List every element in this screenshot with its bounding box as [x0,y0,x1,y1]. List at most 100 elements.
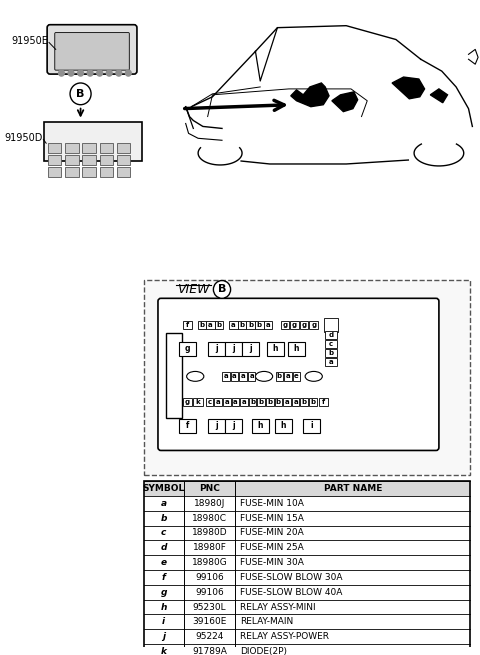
Text: PART NAME: PART NAME [324,484,382,493]
Text: j: j [232,345,235,353]
Bar [100,167,113,177]
Text: a: a [224,373,228,379]
Text: b: b [277,373,282,379]
Bar [83,167,96,177]
Bar [166,333,182,418]
Text: h: h [280,421,286,430]
Text: DIODE(2P): DIODE(2P) [240,647,287,655]
Text: PNC: PNC [199,484,220,493]
Bar [230,372,238,381]
Text: a: a [225,399,229,405]
Bar [48,167,61,177]
Bar [223,398,230,407]
Bar [290,320,299,329]
Circle shape [97,70,103,76]
Text: e: e [161,558,167,567]
Bar [198,320,206,329]
Circle shape [125,70,131,76]
Bar [206,398,214,407]
Text: VIEW: VIEW [177,283,210,296]
Text: b: b [301,399,307,405]
Bar [183,398,192,407]
Bar [144,585,470,599]
Text: j: j [215,345,217,353]
Text: b: b [259,399,264,405]
Circle shape [214,280,230,298]
Circle shape [78,70,84,76]
Bar [215,320,223,329]
Polygon shape [430,89,447,103]
Text: b: b [160,514,167,523]
Text: b: b [216,322,222,328]
Text: a: a [231,322,236,328]
Bar [144,644,470,655]
Bar [225,342,242,356]
Bar [276,372,283,381]
Text: FUSE-MIN 10A: FUSE-MIN 10A [240,499,304,508]
Bar [144,540,470,555]
Text: RELAY ASSY-MINI: RELAY ASSY-MINI [240,603,316,612]
Bar [208,342,225,356]
Bar [284,372,292,381]
Text: f: f [322,399,325,405]
Text: RELAY-MAIN: RELAY-MAIN [240,618,293,626]
Bar [310,320,318,329]
Text: a: a [216,399,220,405]
Text: k: k [196,399,201,405]
Text: FUSE-MIN 30A: FUSE-MIN 30A [240,558,304,567]
Text: a: a [232,373,237,379]
Bar [293,372,300,381]
Bar [246,320,255,329]
FancyBboxPatch shape [55,33,129,70]
Text: a: a [285,399,289,405]
Text: b: b [248,322,253,328]
Polygon shape [392,77,425,99]
Text: 91950D: 91950D [4,134,42,143]
Text: a: a [233,399,238,405]
Bar [303,419,321,433]
Circle shape [68,70,74,76]
Text: FUSE-SLOW BLOW 30A: FUSE-SLOW BLOW 30A [240,573,343,582]
Text: 95224: 95224 [195,632,224,641]
Text: 39160E: 39160E [192,618,227,626]
Bar [288,342,305,356]
Text: g: g [292,322,297,328]
Text: a: a [240,373,245,379]
Bar [117,155,130,165]
Text: FUSE-MIN 25A: FUSE-MIN 25A [240,543,304,552]
Bar [229,320,238,329]
Bar [325,348,336,356]
Bar [65,143,79,153]
Bar [231,398,239,407]
Text: b: b [199,322,204,328]
Text: B: B [218,284,226,295]
Bar [222,372,229,381]
Bar [144,629,470,644]
Ellipse shape [305,371,323,381]
Bar [309,398,317,407]
Bar [242,342,259,356]
Bar [240,398,248,407]
Text: f: f [186,421,189,430]
Polygon shape [291,83,329,107]
Text: a: a [286,373,290,379]
Bar [65,167,79,177]
Bar [144,570,470,585]
Bar [144,599,470,614]
Circle shape [59,70,64,76]
Bar [83,143,96,153]
Text: a: a [265,322,270,328]
Bar [325,340,336,348]
Text: 99106: 99106 [195,573,224,582]
Circle shape [107,70,112,76]
Bar [48,143,61,153]
Bar [193,398,203,407]
Text: k: k [161,647,167,655]
Text: b: b [250,399,255,405]
Text: b: b [267,399,272,405]
Bar [248,372,255,381]
Text: g: g [283,322,288,328]
Bar [100,143,113,153]
Bar [264,320,272,329]
Bar [44,122,142,161]
